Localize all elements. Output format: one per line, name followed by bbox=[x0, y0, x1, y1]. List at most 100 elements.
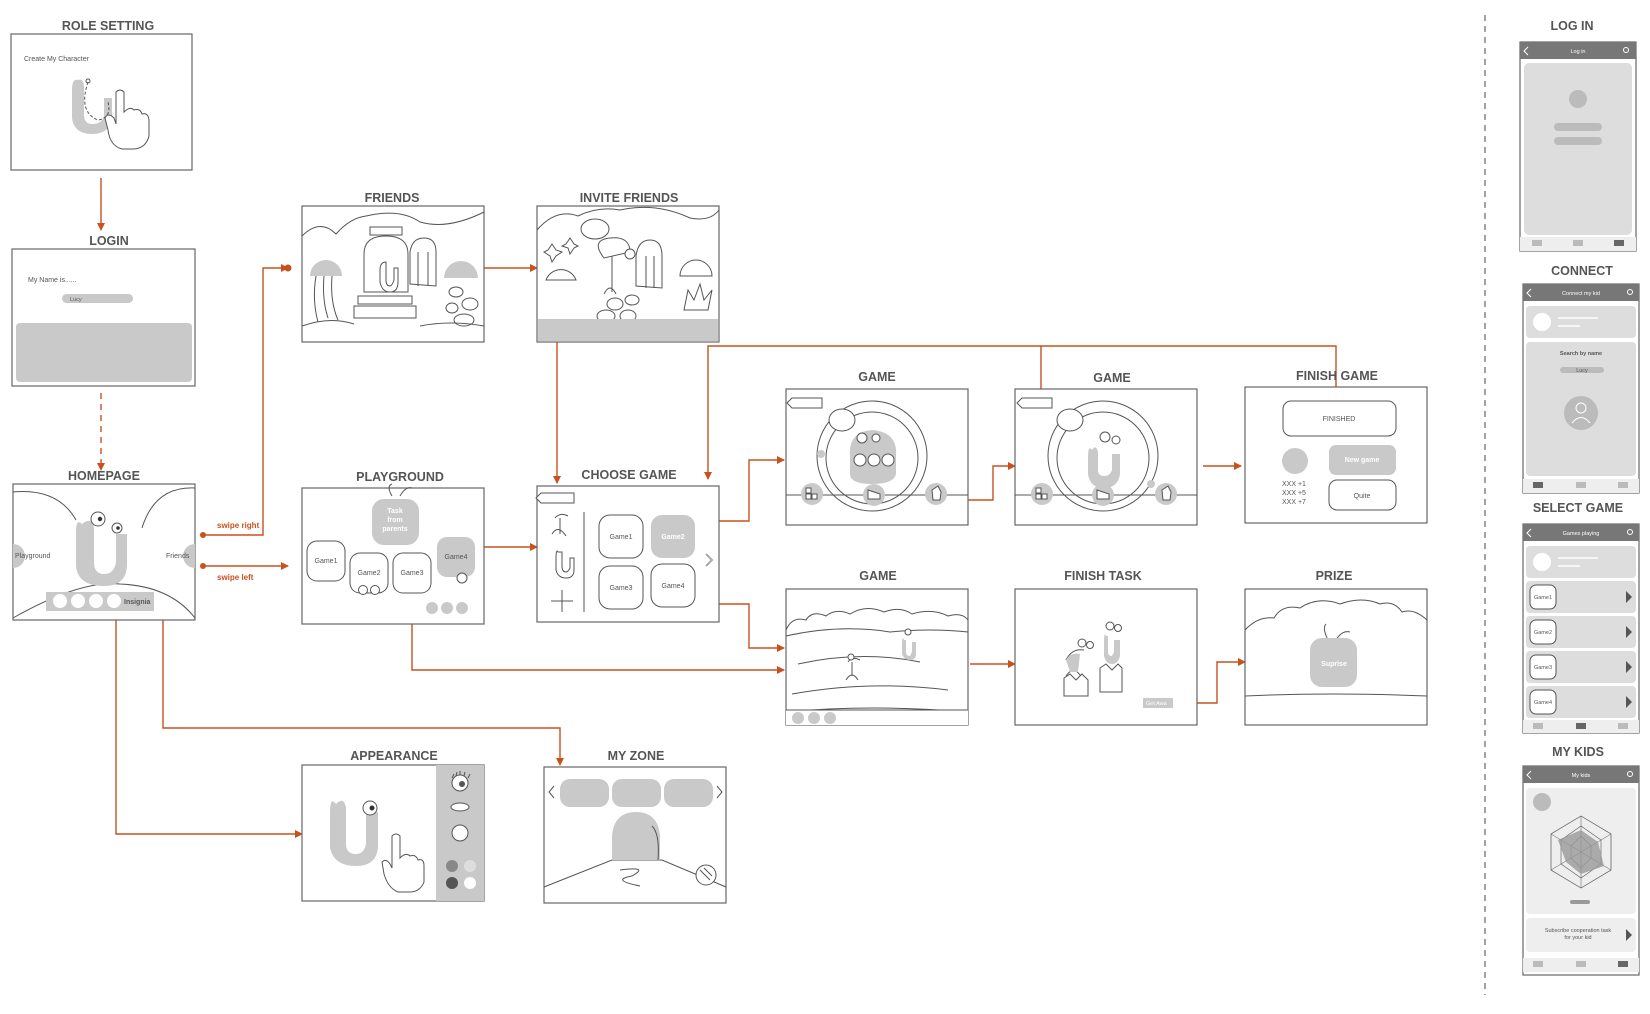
arrow-home-to-myzone bbox=[162, 570, 564, 766]
choose-game2[interactable] bbox=[651, 515, 695, 558]
subscribe-task-button[interactable] bbox=[1526, 918, 1636, 952]
screen-login[interactable]: LOGIN My Name is...... Lucy bbox=[11, 234, 196, 387]
phone-select-game[interactable]: SELECT GAME Games playing Game1 Game2 Ga… bbox=[1522, 501, 1640, 734]
search-icon[interactable] bbox=[1627, 771, 1633, 777]
screen-homepage[interactable]: HOMEPAGE Playground Friends Insignia bbox=[12, 469, 196, 621]
svg-text:for your kid: for your kid bbox=[1564, 935, 1591, 941]
screen-finish-task[interactable]: FINISH TASK Get Awa bbox=[1014, 569, 1198, 726]
title-friends: FRIENDS bbox=[365, 191, 420, 205]
surprise-gift[interactable] bbox=[1310, 638, 1357, 687]
screen-friends[interactable]: FRIENDS bbox=[301, 191, 485, 343]
color-swatch[interactable] bbox=[464, 860, 476, 872]
chevron-left-icon[interactable] bbox=[548, 785, 555, 799]
svg-text:Lucy: Lucy bbox=[1576, 368, 1588, 374]
title-login: LOGIN bbox=[89, 234, 129, 248]
phone-connect[interactable]: CONNECT Connect my kid Search by name Lu… bbox=[1522, 264, 1640, 494]
playground-game1[interactable] bbox=[306, 540, 346, 582]
svg-text:My kids: My kids bbox=[1572, 773, 1591, 779]
arrow-home-to-friends bbox=[203, 264, 289, 536]
screen-choose-game[interactable]: CHOOSE GAME Game1 Game2 Game3 Game4 bbox=[535, 468, 720, 623]
title-my-zone: MY ZONE bbox=[608, 749, 665, 763]
friends-hint[interactable]: Friends bbox=[166, 553, 190, 560]
zone-slot-3[interactable] bbox=[664, 779, 713, 807]
quite-button[interactable] bbox=[1328, 479, 1397, 511]
back-button[interactable] bbox=[1016, 397, 1053, 409]
screen-finish-game[interactable]: FINISH GAME FINISHED XXX +1 XXX +5 XXX +… bbox=[1244, 369, 1428, 524]
title-choose-game: CHOOSE GAME bbox=[581, 468, 676, 482]
svg-text:Game1: Game1 bbox=[1534, 595, 1552, 601]
svg-text:Game2: Game2 bbox=[1534, 630, 1552, 636]
chevron-right-icon[interactable] bbox=[1626, 626, 1632, 638]
playground-game4[interactable] bbox=[437, 537, 475, 577]
screen-playground[interactable]: PLAYGROUND Task from parents Game1 Game2… bbox=[301, 470, 485, 625]
svg-text:Game4: Game4 bbox=[1534, 700, 1552, 706]
search-icon[interactable] bbox=[1627, 529, 1633, 535]
playground-game2[interactable] bbox=[349, 552, 389, 594]
chevron-right-icon[interactable] bbox=[716, 785, 723, 799]
zone-slot-2[interactable] bbox=[612, 779, 661, 807]
new-game-button[interactable] bbox=[1329, 445, 1396, 475]
label-swipe-left: swipe left bbox=[217, 573, 254, 582]
zone-door[interactable] bbox=[612, 812, 660, 860]
svg-text:Game1: Game1 bbox=[610, 534, 633, 541]
choose-game3[interactable] bbox=[598, 565, 644, 610]
svg-text:Game2: Game2 bbox=[358, 570, 381, 577]
keyboard-area[interactable] bbox=[16, 323, 192, 382]
phone-login[interactable]: LOG IN Log in bbox=[1519, 19, 1637, 252]
screen-role-setting[interactable]: ROLE SETTING Create My Character bbox=[10, 19, 193, 171]
screen-my-zone[interactable]: MY ZONE bbox=[543, 749, 727, 904]
screen-game-3[interactable]: GAME bbox=[785, 569, 969, 726]
back-button[interactable] bbox=[786, 397, 823, 409]
svg-text:Game1: Game1 bbox=[315, 558, 338, 565]
screen-invite-friends[interactable]: INVITE FRIENDS bbox=[536, 191, 720, 343]
back-icon[interactable] bbox=[1526, 528, 1532, 538]
back-icon[interactable] bbox=[1526, 288, 1532, 298]
name-input-value: Lucy bbox=[70, 297, 82, 303]
shape-option[interactable] bbox=[451, 824, 469, 842]
mouth-option[interactable] bbox=[450, 802, 470, 812]
character-u bbox=[76, 520, 127, 586]
search-icon[interactable] bbox=[1623, 47, 1629, 53]
friend-icon[interactable] bbox=[551, 513, 569, 537]
screen-appearance[interactable]: APPEARANCE bbox=[301, 749, 485, 902]
zone-slot-1[interactable] bbox=[560, 779, 609, 807]
hand-cursor-icon bbox=[381, 833, 425, 893]
name-input[interactable] bbox=[62, 294, 133, 303]
add-icon[interactable] bbox=[551, 590, 573, 612]
search-input[interactable] bbox=[1560, 367, 1604, 373]
back-icon[interactable] bbox=[1526, 770, 1532, 780]
svg-text:Game4: Game4 bbox=[445, 554, 468, 561]
insignia-label: Insignia bbox=[124, 599, 151, 606]
svg-text:Suprise: Suprise bbox=[1321, 661, 1347, 668]
chevron-right-icon[interactable] bbox=[1626, 591, 1632, 603]
back-button[interactable] bbox=[535, 492, 575, 504]
brush-icon[interactable] bbox=[695, 864, 717, 886]
playground-hint[interactable]: Playground bbox=[15, 553, 51, 560]
task-from-parents[interactable] bbox=[372, 499, 419, 545]
search-icon[interactable] bbox=[1627, 289, 1633, 295]
color-swatch[interactable] bbox=[464, 877, 476, 889]
chevron-right-icon[interactable] bbox=[1626, 661, 1632, 673]
svg-text:Subscribe cooperation task: Subscribe cooperation task bbox=[1545, 928, 1612, 934]
color-swatch[interactable] bbox=[446, 860, 458, 872]
phone-my-kids[interactable]: MY KIDS My kids Subscribe cooperation ta… bbox=[1522, 745, 1640, 976]
title-game-3: GAME bbox=[859, 569, 897, 583]
get-award-button[interactable] bbox=[1143, 698, 1173, 708]
dot bbox=[200, 532, 206, 538]
color-swatch[interactable] bbox=[446, 877, 458, 889]
choose-game4[interactable] bbox=[650, 563, 696, 608]
title-playground: PLAYGROUND bbox=[356, 470, 444, 484]
screen-game-1[interactable]: GAME bbox=[785, 370, 969, 526]
playground-game3[interactable] bbox=[392, 552, 432, 594]
character-icon[interactable] bbox=[555, 550, 575, 579]
chevron-right-icon[interactable] bbox=[1626, 696, 1632, 708]
chevron-right-icon[interactable] bbox=[1626, 929, 1632, 941]
screen-prize[interactable]: PRIZE Suprise bbox=[1244, 569, 1428, 726]
svg-text:FINISHED: FINISHED bbox=[1323, 416, 1356, 423]
choose-game1[interactable] bbox=[598, 514, 644, 559]
title-appearance: APPEARANCE bbox=[350, 749, 438, 763]
chevron-right-icon[interactable] bbox=[705, 553, 714, 567]
screen-game-2[interactable]: GAME bbox=[1014, 371, 1198, 526]
back-icon[interactable] bbox=[1523, 46, 1529, 56]
svg-text:Connect my kid: Connect my kid bbox=[1562, 291, 1600, 297]
